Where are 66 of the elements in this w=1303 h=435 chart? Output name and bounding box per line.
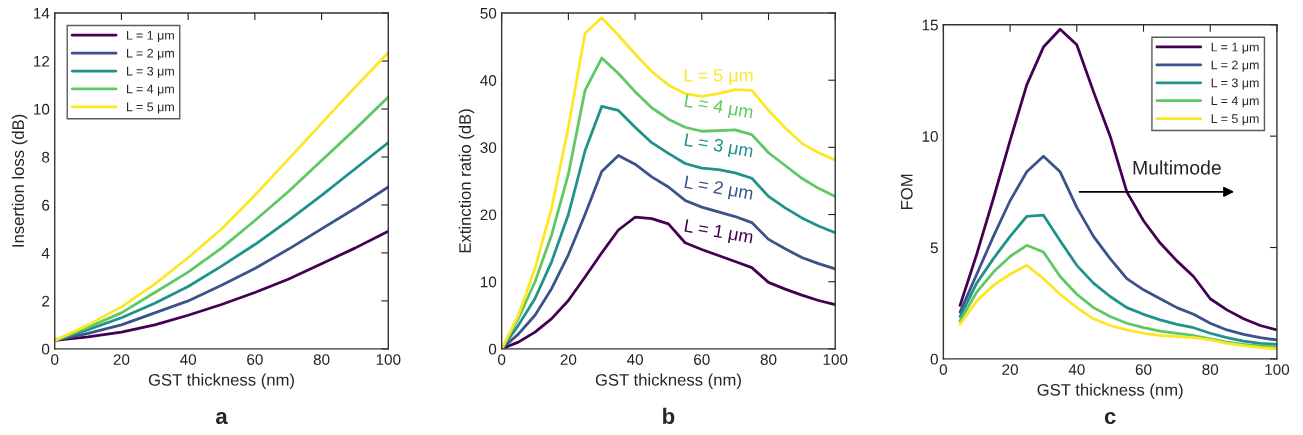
y-tick-label: 0 [41, 343, 50, 355]
text: a [215, 411, 228, 425]
y-tick-label: 0 [488, 343, 497, 355]
legend-label: L = 4 μm [1211, 96, 1259, 108]
y-tick-label: 5 [930, 242, 938, 254]
x-tick-label: 20 [1002, 364, 1018, 375]
text: b [663, 407, 675, 425]
line-series [958, 27, 1277, 332]
y-axis-title: Extinction ratio (dB) [458, 109, 475, 253]
y-tick-label: 15 [922, 19, 938, 31]
x-tick-label: 100 [1265, 364, 1290, 375]
y-tick-label: 14 [34, 8, 50, 19]
line-series [958, 263, 1277, 351]
y-tick-label: 4 [41, 247, 50, 259]
y-tick-label: 2 [42, 295, 50, 307]
text: c [1104, 411, 1116, 425]
x-tick-label: 80 [313, 354, 330, 365]
x-tick-label: 0 [939, 364, 948, 375]
legend-label: L = 3 μm [1211, 78, 1259, 90]
legend-label: L = 2 μm [1211, 60, 1259, 72]
legend-label: L = 1 μm [127, 31, 174, 43]
y-tick-label: 12 [34, 55, 50, 67]
line-series [958, 154, 1277, 342]
legend-label: L = 5 μm [1211, 114, 1259, 126]
x-tick-label: 20 [113, 354, 130, 365]
legend-label: L = 5 μm [127, 102, 174, 114]
x-tick-label: 60 [694, 354, 710, 365]
y-tick-label: 8 [42, 151, 50, 163]
legend-label: L = 1 μm [1211, 42, 1259, 54]
line-series [54, 185, 389, 342]
y-axis-title: Insertion loss (dB) [11, 114, 28, 247]
legend-label: L = 3 μm [127, 66, 174, 78]
x-tick-label: 80 [1202, 364, 1219, 375]
y-tick-label: 10 [480, 276, 497, 288]
x-axis-title: GST thickness (nm) [595, 373, 741, 390]
text: L = 2 μm [683, 175, 754, 204]
y-tick-label: 40 [480, 75, 497, 86]
x-tick-label: 100 [376, 354, 401, 365]
legend-label: L = 4 μm [127, 84, 174, 96]
line-series [54, 229, 389, 342]
y-axis-title: FOM [900, 174, 913, 209]
annotation: Multimode [1133, 160, 1221, 175]
y-tick-label: 30 [480, 142, 497, 154]
text: L = 3 μm [683, 133, 754, 161]
y-tick-label: 50 [480, 7, 497, 19]
series-label: L = 5 μm [684, 69, 753, 86]
x-tick-label: 40 [1068, 364, 1085, 375]
x-tick-label: 0 [51, 354, 59, 365]
x-tick-label: 0 [498, 354, 506, 365]
x-tick-label: 100 [823, 354, 848, 365]
x-axis-title: GST thickness (nm) [148, 373, 294, 390]
y-tick-label: 20 [480, 209, 497, 221]
x-tick-label: 60 [1135, 364, 1152, 375]
x-tick-label: 60 [247, 354, 263, 365]
text: L = 4 μm [683, 94, 754, 122]
text: L = 1 μm [683, 219, 754, 247]
y-tick-label: 6 [42, 199, 50, 211]
x-tick-label: 40 [180, 354, 197, 365]
line-series [958, 213, 1277, 346]
x-axis-title: GST thickness (nm) [1037, 383, 1183, 400]
y-tick-label: 10 [922, 131, 938, 142]
legend-label: L = 2 μm [127, 48, 174, 60]
y-tick-label: 10 [34, 103, 50, 115]
x-tick-label: 80 [760, 354, 777, 365]
x-tick-label: 40 [626, 354, 643, 365]
x-tick-label: 20 [560, 354, 577, 365]
